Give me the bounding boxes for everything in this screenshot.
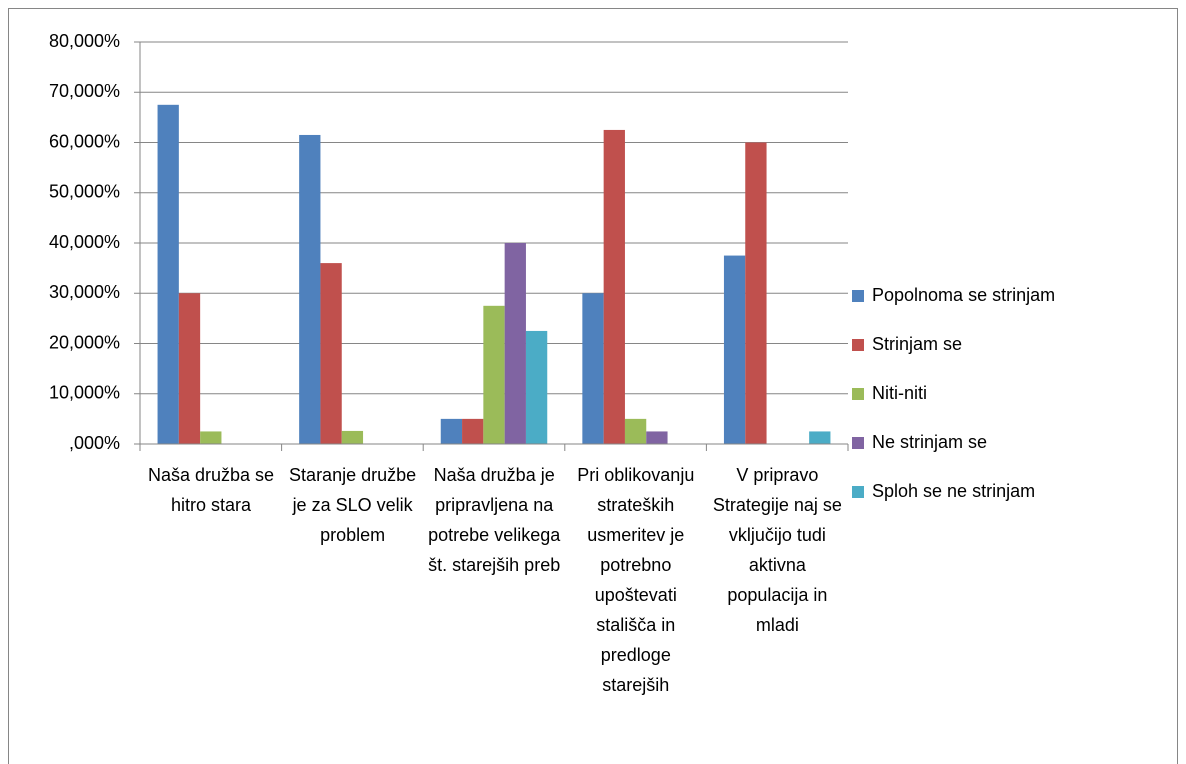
chart-border xyxy=(8,8,1178,764)
legend-label: Popolnoma se strinjam xyxy=(872,285,1055,305)
bar xyxy=(646,431,668,444)
x-tick-label: V pripravo Strategije naj se vključijo t… xyxy=(712,465,842,635)
bar xyxy=(320,263,342,444)
bar xyxy=(483,305,505,444)
bar xyxy=(178,293,201,444)
bar xyxy=(341,430,364,444)
x-tick-label: Naša družba se hitro stara xyxy=(147,465,275,515)
legend-swatch xyxy=(852,486,864,498)
y-tick-label: 30,000% xyxy=(49,282,120,302)
y-tick-label: 10,000% xyxy=(49,383,120,403)
bar xyxy=(157,104,179,444)
y-tick-label: 40,000% xyxy=(49,232,120,252)
bar xyxy=(624,418,647,444)
bar xyxy=(745,142,767,444)
legend-label: Strinjam se xyxy=(872,334,962,354)
bar xyxy=(504,243,526,444)
y-tick-label: 50,000% xyxy=(49,182,120,202)
legend-swatch xyxy=(852,388,864,400)
x-tick-label: Staranje družbe je za SLO velik problem xyxy=(289,465,417,545)
bar xyxy=(299,134,321,444)
y-tick-label: 70,000% xyxy=(49,81,120,101)
y-tick-label: ,000% xyxy=(69,433,120,453)
bar xyxy=(723,255,746,444)
x-tick-label: Naša družba je pripravljena na potrebe v… xyxy=(428,465,561,575)
legend-label: Sploh se ne strinjam xyxy=(872,481,1035,501)
bar xyxy=(603,129,625,444)
legend-label: Niti-niti xyxy=(872,383,927,403)
bar xyxy=(462,418,484,444)
y-tick-label: 80,000% xyxy=(49,31,120,51)
legend-swatch xyxy=(852,290,864,302)
legend-label: Ne strinjam se xyxy=(872,432,987,452)
x-tick-label: Pri oblikovanju strateških usmeritev je … xyxy=(577,465,695,695)
y-tick-label: 60,000% xyxy=(49,131,120,151)
bar xyxy=(440,418,463,444)
bar xyxy=(809,431,831,444)
bar xyxy=(200,431,222,444)
bar xyxy=(582,293,604,444)
bar xyxy=(525,330,548,444)
legend-swatch xyxy=(852,437,864,449)
legend-swatch xyxy=(852,339,864,351)
y-tick-label: 20,000% xyxy=(49,332,120,352)
